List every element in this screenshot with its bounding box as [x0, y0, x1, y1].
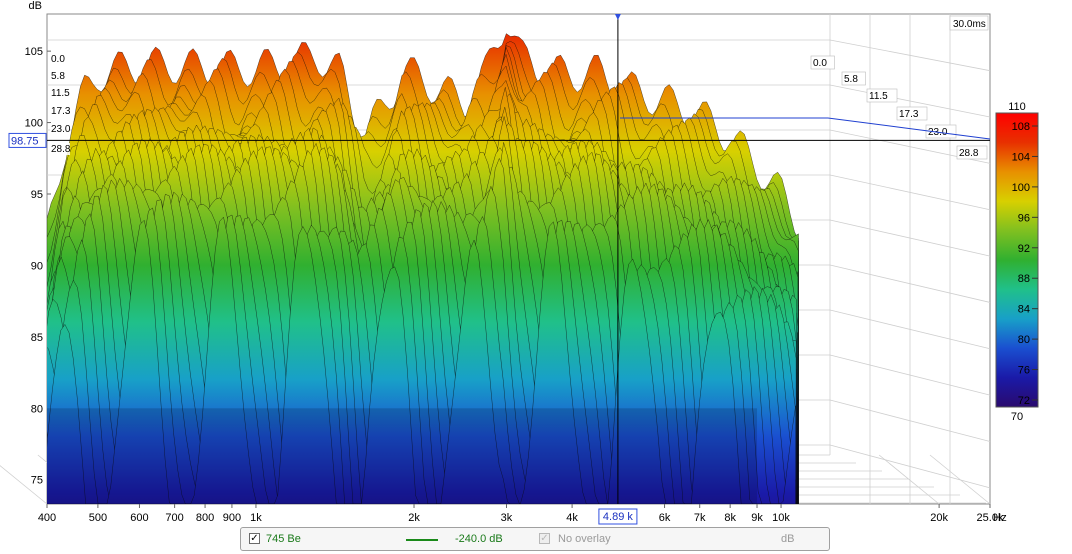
grid-line [929, 454, 991, 505]
time-readout: 30.0ms [953, 19, 986, 30]
color-tick-label: 108 [1012, 121, 1030, 133]
y-tick-label: 85 [31, 332, 43, 344]
color-scale-min: 70 [1011, 411, 1023, 423]
color-tick-label: 100 [1012, 182, 1030, 194]
time-tick-bg [50, 123, 70, 135]
time-tick-box [841, 71, 866, 86]
color-tick-label: 76 [1018, 365, 1030, 377]
color-tick-label: 96 [1018, 212, 1030, 224]
x-tick-label: 7k [694, 512, 706, 524]
y-tick-label: 100 [25, 118, 43, 130]
time-tick-bg [50, 105, 70, 117]
x-tick-label: 2k [408, 512, 420, 524]
y-unit-label: dB [29, 0, 42, 12]
cursor-freq-label: 4.89 k [603, 511, 633, 523]
overlay-unit: dB [781, 533, 795, 545]
time-tick-bg [50, 53, 70, 65]
series-name: 745 Be [266, 533, 301, 545]
color-bar [995, 112, 1039, 408]
x-tick-label: 10k [772, 512, 790, 524]
time-tick-box [956, 145, 988, 160]
x-tick-label: 700 [165, 512, 183, 524]
time-tick-label-left: 23.0 [51, 124, 71, 135]
y-tick-label: 90 [31, 260, 43, 272]
legend-bar: ✓ 745 Be -240.0 dB ✓ No overlay dB [240, 527, 830, 551]
grid-line [0, 465, 48, 505]
time-tick-bg [50, 143, 70, 155]
color-tick-label: 92 [1018, 243, 1030, 255]
cursor-freq-box [598, 508, 638, 525]
time-tick-label-right: 17.3 [899, 109, 919, 120]
series-value: -240.0 dB [455, 533, 503, 545]
time-tick-label-left: 5.8 [51, 71, 65, 82]
x-tick-label: 8k [724, 512, 736, 524]
time-tick-bg [50, 87, 70, 99]
y-tick-label: 80 [31, 403, 43, 415]
color-tick-label: 88 [1018, 273, 1030, 285]
grid-line [878, 454, 940, 505]
x-tick-label: 9k [751, 512, 763, 524]
x-tick-label: 4k [566, 512, 578, 524]
color-scale: 110 70 108 104 100 96 92 88 84 80 76 72 [995, 101, 1039, 423]
series-checkbox[interactable]: ✓ [249, 533, 260, 544]
cursor-db-box [8, 132, 47, 148]
color-scale-max: 110 [1008, 101, 1026, 113]
x-tick-label: 3k [501, 512, 513, 524]
x-tick-label: 500 [89, 512, 107, 524]
x-tick-label: 600 [130, 512, 148, 524]
time-tick-box [810, 55, 835, 70]
time-tick-label-right: 28.8 [959, 148, 979, 159]
x-tick-label: 800 [196, 512, 214, 524]
time-tick-label-left: 0.0 [51, 54, 65, 65]
time-readout-box [949, 15, 989, 31]
time-tick-label-left: 17.3 [51, 106, 71, 117]
color-tick-label: 72 [1018, 395, 1030, 407]
x-unit-label: Hz [993, 512, 1006, 524]
x-tick-label: 6k [659, 512, 671, 524]
color-tick-label: 84 [1018, 304, 1030, 316]
x-axis: 400 500 600 700 800 900 1k 2k 3k 4k 6k 7k 8k 9k 10k 20k… [38, 504, 1007, 524]
x-tick-label: 1k [250, 512, 262, 524]
time-tick-label-left: 11.5 [51, 88, 70, 99]
x-tick-label: 400 [38, 512, 56, 524]
time-tick-label-right: 0.0 [813, 58, 827, 69]
waterfall-slice [47, 216, 796, 504]
series-line-swatch [406, 539, 438, 541]
time-axis: 0.05.811.517.323.028.80.05.811.517.323.0… [50, 53, 988, 160]
cursor-top-marker [614, 14, 621, 20]
x-tick-label: 25.0k [977, 512, 1004, 524]
time-tick-label-right: 11.5 [869, 91, 888, 102]
time-tick-box [925, 124, 957, 139]
x-tick-label: 20k [930, 512, 948, 524]
time-tick-bg [50, 70, 70, 82]
overlay-label: No overlay [558, 533, 611, 545]
x-tick-label: 900 [223, 512, 241, 524]
y-tick-label: 105 [25, 46, 43, 58]
waterfall-surface [47, 33, 799, 504]
overlay-checkbox[interactable]: ✓ [539, 533, 550, 544]
cursor-db-label: 98.75 [11, 135, 39, 147]
decay-shade [47, 408, 758, 504]
time-tick-box [896, 106, 928, 121]
color-tick-label: 80 [1018, 334, 1030, 346]
color-tick-label: 104 [1012, 151, 1030, 163]
y-tick-label: 75 [31, 475, 43, 487]
y-tick-label: 95 [31, 189, 43, 201]
time-tick-label-right: 5.8 [844, 74, 858, 85]
time-tick-box [866, 88, 898, 103]
cursor-trace [620, 117, 991, 140]
time-tick-label-left: 28.8 [51, 144, 71, 155]
cursor: 98.75 4.89 k [8, 14, 990, 525]
